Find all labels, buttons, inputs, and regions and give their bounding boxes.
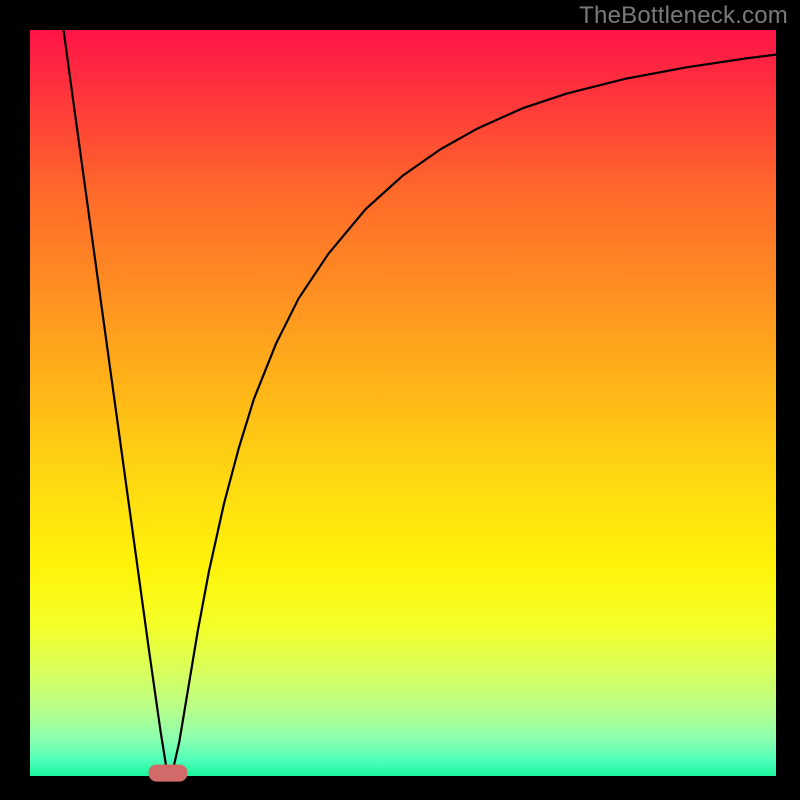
optimal-point-marker [149,764,188,781]
bottleneck-chart: TheBottleneck.com [0,0,800,800]
plot-gradient-background [30,30,776,776]
watermark-text: TheBottleneck.com [579,2,788,30]
chart-svg [0,0,800,800]
